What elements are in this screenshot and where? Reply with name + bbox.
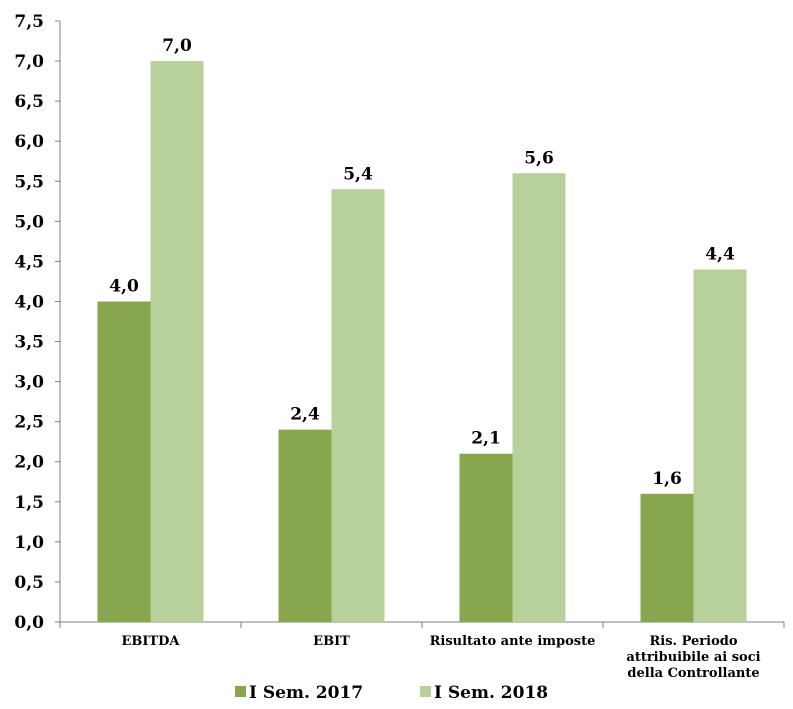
bar (459, 453, 513, 622)
y-tick-label: 0,0 (14, 613, 44, 633)
category-label: della Controllante (627, 666, 759, 681)
y-tick-label: 7,0 (14, 52, 44, 72)
y-tick-label: 2,0 (14, 453, 44, 473)
legend-swatch (235, 686, 246, 697)
bar (278, 429, 332, 622)
y-tick-label: 0,5 (14, 573, 44, 593)
y-tick-label: 5,5 (14, 172, 44, 192)
bar (97, 301, 151, 622)
bar (150, 61, 204, 623)
bar (512, 173, 566, 622)
bar (640, 493, 694, 622)
legend: I Sem. 2017 I Sem. 2018 (235, 683, 548, 703)
data-label: 5,6 (524, 148, 554, 168)
data-label: 2,4 (290, 405, 320, 425)
category-label: EBIT (313, 634, 350, 649)
bars (97, 61, 747, 623)
y-tick-label: 3,5 (14, 333, 44, 353)
data-label: 7,0 (162, 36, 192, 56)
category-labels: EBITDA EBIT Risultato ante imposte Ris. Per… (121, 634, 760, 681)
data-label: 5,4 (343, 164, 373, 184)
data-label: 2,1 (471, 429, 501, 449)
category-label: attribuibile ai soci (626, 650, 760, 665)
y-tick-label: 6,5 (14, 92, 44, 112)
y-tick-label: 5,0 (14, 212, 44, 232)
bar (693, 269, 747, 622)
legend-label: I Sem. 2018 (434, 683, 548, 703)
legend-swatch (420, 686, 431, 697)
y-tick-label: 1,5 (14, 493, 44, 513)
y-tick-label: 1,0 (14, 533, 44, 553)
y-tick-label: 2,5 (14, 413, 44, 433)
category-label: Risultato ante imposte (430, 634, 596, 649)
axes: 0,0 0,5 1,0 1,5 2,0 2,5 3,0 3,5 4,0 4,5 5,0 5,5 6,0 6… (14, 12, 785, 633)
bar (331, 189, 385, 622)
y-tick-label: 3,0 (14, 373, 44, 393)
y-tick-label: 7,5 (14, 12, 44, 32)
data-label: 4,4 (705, 244, 735, 264)
category-label: EBITDA (121, 634, 180, 649)
y-tick-label: 4,5 (14, 252, 44, 272)
y-tick-label: 4,0 (14, 292, 44, 312)
y-tick-label: 6,0 (14, 132, 44, 152)
data-label: 4,0 (109, 276, 139, 296)
data-labels: 4,0 7,0 2,4 5,4 2,1 5,6 1,6 4,4 (109, 36, 735, 489)
legend-label: I Sem. 2017 (249, 683, 363, 703)
data-label: 1,6 (652, 469, 682, 489)
category-label: Ris. Periodo (649, 634, 737, 649)
